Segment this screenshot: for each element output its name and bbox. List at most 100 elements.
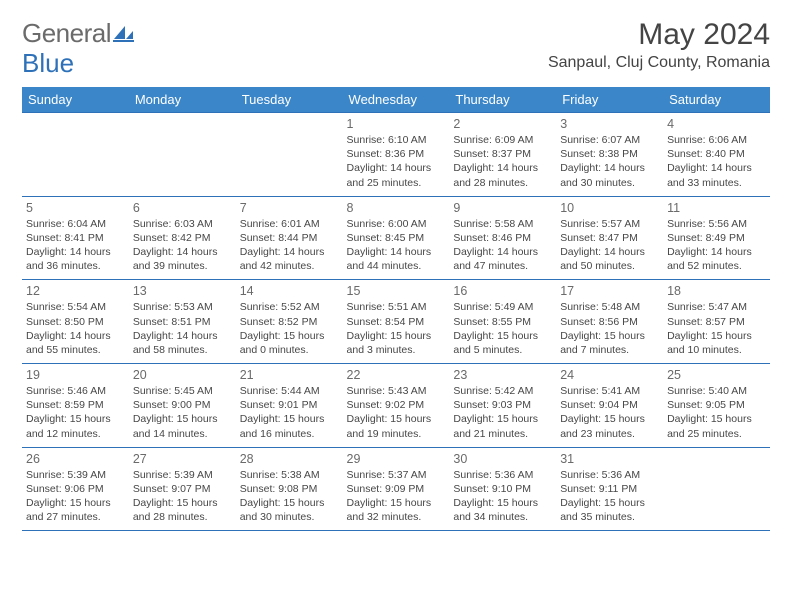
sunrise-line: Sunrise: 5:53 AM [133, 300, 232, 314]
sunrise-line: Sunrise: 5:56 AM [667, 217, 766, 231]
sunset-line: Sunset: 8:38 PM [560, 147, 659, 161]
calendar-day-cell [236, 113, 343, 197]
sunrise-line: Sunrise: 5:47 AM [667, 300, 766, 314]
calendar-day-cell: 22Sunrise: 5:43 AMSunset: 9:02 PMDayligh… [343, 364, 450, 448]
day-header: Sunday [22, 87, 129, 113]
sunset-line: Sunset: 9:09 PM [347, 482, 446, 496]
sunrise-line: Sunrise: 5:45 AM [133, 384, 232, 398]
sunrise-line: Sunrise: 5:38 AM [240, 468, 339, 482]
day-header: Tuesday [236, 87, 343, 113]
daylight-line: Daylight: 15 hours and 10 minutes. [667, 329, 766, 357]
sunset-line: Sunset: 8:46 PM [453, 231, 552, 245]
sunrise-line: Sunrise: 5:37 AM [347, 468, 446, 482]
sunset-line: Sunset: 8:47 PM [560, 231, 659, 245]
day-number: 24 [560, 368, 659, 382]
header-row: SundayMondayTuesdayWednesdayThursdayFrid… [22, 87, 770, 113]
day-number: 25 [667, 368, 766, 382]
daylight-line: Daylight: 14 hours and 28 minutes. [453, 161, 552, 189]
daylight-line: Daylight: 15 hours and 30 minutes. [240, 496, 339, 524]
calendar-day-cell: 9Sunrise: 5:58 AMSunset: 8:46 PMDaylight… [449, 196, 556, 280]
calendar-day-cell: 10Sunrise: 5:57 AMSunset: 8:47 PMDayligh… [556, 196, 663, 280]
sunset-line: Sunset: 9:00 PM [133, 398, 232, 412]
calendar-day-cell: 28Sunrise: 5:38 AMSunset: 9:08 PMDayligh… [236, 447, 343, 531]
day-number: 29 [347, 452, 446, 466]
calendar-day-cell: 31Sunrise: 5:36 AMSunset: 9:11 PMDayligh… [556, 447, 663, 531]
calendar-day-cell: 13 Sunrise: 5:53 AMSunset: 8:51 PMDayligh… [129, 280, 236, 364]
sunset-line: Sunset: 8:54 PM [347, 315, 446, 329]
daylight-line: Daylight: 15 hours and 0 minutes. [240, 329, 339, 357]
day-number: 2 [453, 117, 552, 131]
calendar-day-cell: 15Sunrise: 5:51 AMSunset: 8:54 PMDayligh… [343, 280, 450, 364]
calendar-day-cell [663, 447, 770, 531]
daylight-line: Daylight: 14 hours and 42 minutes. [240, 245, 339, 273]
day-header: Wednesday [343, 87, 450, 113]
daylight-line: Daylight: 14 hours and 44 minutes. [347, 245, 446, 273]
daylight-line: Daylight: 15 hours and 7 minutes. [560, 329, 659, 357]
sunset-line: Sunset: 8:49 PM [667, 231, 766, 245]
sunset-line: Sunset: 8:44 PM [240, 231, 339, 245]
sunset-line: Sunset: 9:03 PM [453, 398, 552, 412]
sunset-line: Sunset: 8:51 PM [133, 315, 232, 329]
calendar-day-cell: 29 Sunrise: 5:37 AMSunset: 9:09 PMDayligh… [343, 447, 450, 531]
day-number: 6 [133, 201, 232, 215]
sunset-line: Sunset: 9:11 PM [560, 482, 659, 496]
calendar-day-cell [22, 113, 129, 197]
sunset-line: Sunset: 8:50 PM [26, 315, 125, 329]
daylight-line: Daylight: 14 hours and 25 minutes. [347, 161, 446, 189]
calendar-day-cell: 6Sunrise: 6:03 AMSunset: 8:42 PMDaylight… [129, 196, 236, 280]
daylight-line: Daylight: 14 hours and 33 minutes. [667, 161, 766, 189]
daylight-line: Daylight: 15 hours and 19 minutes. [347, 412, 446, 440]
sunset-line: Sunset: 8:41 PM [26, 231, 125, 245]
day-number: 27 [133, 452, 232, 466]
calendar-week-row: 19Sunrise: 5:46 AMSunset: 8:59 PMDayligh… [22, 364, 770, 448]
sunrise-line: Sunrise: 6:07 AM [560, 133, 659, 147]
calendar-day-cell [129, 113, 236, 197]
calendar-day-cell: 4 Sunrise: 6:06 AMSunset: 8:40 PMDaylight… [663, 113, 770, 197]
day-number: 5 [26, 201, 125, 215]
calendar-table: SundayMondayTuesdayWednesdayThursdayFrid… [22, 87, 770, 531]
day-header: Friday [556, 87, 663, 113]
daylight-line: Daylight: 15 hours and 23 minutes. [560, 412, 659, 440]
daylight-line: Daylight: 14 hours and 55 minutes. [26, 329, 125, 357]
day-number: 13 [133, 284, 232, 298]
calendar-day-cell: 12Sunrise: 5:54 AMSunset: 8:50 PMDayligh… [22, 280, 129, 364]
daylight-line: Daylight: 14 hours and 52 minutes. [667, 245, 766, 273]
day-number: 14 [240, 284, 339, 298]
day-number: 30 [453, 452, 552, 466]
day-number: 8 [347, 201, 446, 215]
sunset-line: Sunset: 8:40 PM [667, 147, 766, 161]
day-number: 31 [560, 452, 659, 466]
sunset-line: Sunset: 8:55 PM [453, 315, 552, 329]
logo: General [22, 18, 135, 49]
calendar-day-cell: 14Sunrise: 5:52 AMSunset: 8:52 PMDayligh… [236, 280, 343, 364]
daylight-line: Daylight: 15 hours and 21 minutes. [453, 412, 552, 440]
day-number: 23 [453, 368, 552, 382]
logo-text-gray: General [22, 18, 111, 49]
day-number: 28 [240, 452, 339, 466]
sunset-line: Sunset: 8:59 PM [26, 398, 125, 412]
daylight-line: Daylight: 15 hours and 32 minutes. [347, 496, 446, 524]
calendar-day-cell: 26Sunrise: 5:39 AMSunset: 9:06 PMDayligh… [22, 447, 129, 531]
day-number: 15 [347, 284, 446, 298]
calendar-day-cell: 21Sunrise: 5:44 AMSunset: 9:01 PMDayligh… [236, 364, 343, 448]
month-title: May 2024 [548, 18, 770, 52]
day-number: 19 [26, 368, 125, 382]
daylight-line: Daylight: 14 hours and 58 minutes. [133, 329, 232, 357]
day-number: 18 [667, 284, 766, 298]
sunrise-line: Sunrise: 6:06 AM [667, 133, 766, 147]
calendar-day-cell: 17Sunrise: 5:48 AMSunset: 8:56 PMDayligh… [556, 280, 663, 364]
sunrise-line: Sunrise: 6:01 AM [240, 217, 339, 231]
sunset-line: Sunset: 9:06 PM [26, 482, 125, 496]
calendar-day-cell: 5Sunrise: 6:04 AMSunset: 8:41 PMDaylight… [22, 196, 129, 280]
sunrise-line: Sunrise: 5:39 AM [133, 468, 232, 482]
location: Sanpaul, Cluj County, Romania [548, 54, 770, 72]
daylight-line: Daylight: 15 hours and 5 minutes. [453, 329, 552, 357]
sunrise-line: Sunrise: 5:48 AM [560, 300, 659, 314]
daylight-line: Daylight: 14 hours and 39 minutes. [133, 245, 232, 273]
sunrise-line: Sunrise: 5:51 AM [347, 300, 446, 314]
sunset-line: Sunset: 8:52 PM [240, 315, 339, 329]
sunrise-line: Sunrise: 5:57 AM [560, 217, 659, 231]
sunrise-line: Sunrise: 5:40 AM [667, 384, 766, 398]
day-number: 4 [667, 117, 766, 131]
daylight-line: Daylight: 15 hours and 25 minutes. [667, 412, 766, 440]
